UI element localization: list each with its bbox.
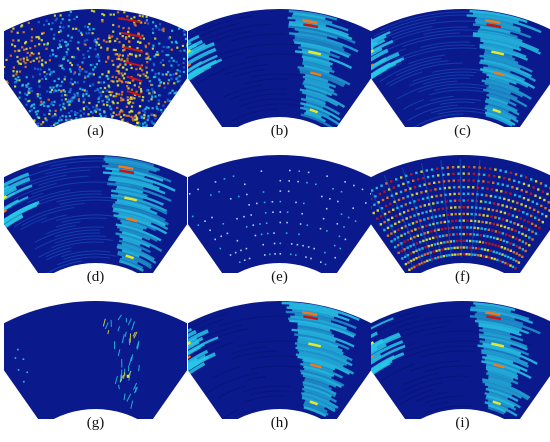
panel-i: (i) <box>371 296 550 442</box>
panel-c: (c) <box>371 4 550 150</box>
panel-a: (a) <box>4 4 187 150</box>
sector-image-g <box>4 296 187 419</box>
panel-caption-b: (b) <box>188 122 371 140</box>
sector-image-b <box>188 4 371 127</box>
sector-image-c <box>371 4 550 127</box>
sector-image-e <box>188 150 371 273</box>
sector-image-f <box>371 150 550 273</box>
sector-image-h <box>188 296 371 419</box>
panel-b: (b) <box>188 4 371 150</box>
panel-e: (e) <box>188 150 371 296</box>
panel-caption-e: (e) <box>188 268 371 286</box>
panel-caption-a: (a) <box>4 122 187 140</box>
panel-caption-g: (g) <box>4 414 187 432</box>
sector-image-d <box>4 150 187 273</box>
panel-f: (f) <box>371 150 550 296</box>
panel-d: (d) <box>4 150 187 296</box>
sector-image-i <box>371 296 550 419</box>
panel-caption-d: (d) <box>4 268 187 286</box>
panel-caption-h: (h) <box>188 414 371 432</box>
panel-caption-c: (c) <box>371 122 550 140</box>
sector-image-a <box>4 4 187 127</box>
panel-h: (h) <box>188 296 371 442</box>
panel-g: (g) <box>4 296 187 442</box>
panel-caption-i: (i) <box>371 414 550 432</box>
panel-caption-f: (f) <box>371 268 550 286</box>
